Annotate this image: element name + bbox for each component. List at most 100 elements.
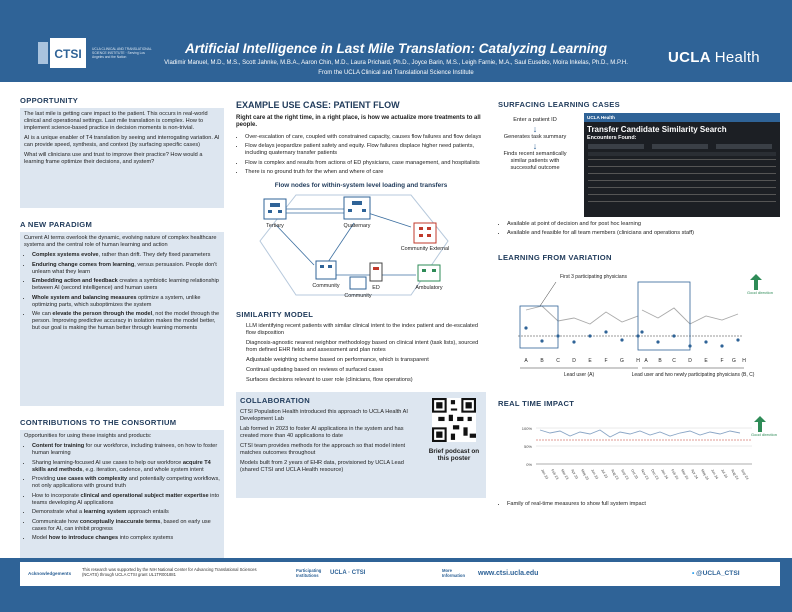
x-label: G bbox=[620, 358, 624, 364]
opportunity-p2: AI is a unique enabler of T4 translation… bbox=[24, 135, 220, 148]
logo-acronym: CTSI bbox=[54, 47, 81, 61]
ack-label: Acknowledgements bbox=[28, 571, 72, 576]
realtime-chart: 100% 50% 0% Good direction Jan 23 Feb 23… bbox=[522, 416, 777, 481]
contributions-intro: Opportunities for using these insights a… bbox=[24, 433, 152, 439]
month-label: Sep 23 bbox=[620, 469, 629, 481]
list-item: Surfaces decisions relevant to user role… bbox=[246, 376, 413, 383]
step-similar: Finds recent semantically similar patien… bbox=[503, 151, 567, 171]
month-label: Jul 24 bbox=[720, 469, 728, 479]
qr-caption: Brief podcast on this poster bbox=[428, 447, 480, 463]
opportunity-box: The last mile is getting care impact to … bbox=[20, 108, 224, 208]
screen-subtitle: Encounters Found: bbox=[587, 135, 637, 141]
x-label: D bbox=[572, 358, 576, 364]
ed-building-icon bbox=[369, 262, 383, 282]
list-item: Family of real-time measures to show ful… bbox=[507, 501, 780, 508]
variation-annotation: First 3 participating physicians bbox=[560, 274, 627, 280]
right-column: SURFACING LEARNING CASES Enter a patient… bbox=[498, 100, 780, 511]
node-ambulatory: Ambulatory bbox=[415, 285, 443, 291]
x-label: H bbox=[636, 358, 640, 364]
list-item: How to incorporate clinical and operatio… bbox=[32, 493, 220, 507]
flow-diagram: Tertiary Quaternary Community External C… bbox=[259, 194, 450, 299]
data-point bbox=[604, 330, 608, 334]
x-label: C bbox=[556, 358, 560, 364]
arrow-down-icon: ↓ bbox=[532, 141, 538, 151]
list-item: Whole system and balancing measures opti… bbox=[32, 295, 220, 309]
highlight-box bbox=[637, 281, 691, 351]
surfacing-heading: SURFACING LEARNING CASES bbox=[498, 100, 620, 109]
contributions-heading: CONTRIBUTIONS TO THE CONSORTIUM bbox=[20, 418, 177, 427]
list-item: Communicate how conceptually inaccurate … bbox=[32, 519, 220, 533]
month-label: Oct 23 bbox=[630, 469, 639, 480]
data-point bbox=[588, 334, 592, 338]
data-point bbox=[672, 334, 676, 338]
community-external-building-icon bbox=[413, 222, 437, 244]
x-label: D bbox=[688, 358, 692, 364]
similarity-search-screenshot: UCLA Health Transfer Candidate Similarit… bbox=[584, 113, 780, 217]
list-item: We can elevate the person through the mo… bbox=[32, 311, 220, 332]
good-direction-arrow-icon bbox=[754, 416, 766, 433]
paradigm-box: Current AI terms overlook the dynamic, e… bbox=[20, 232, 224, 406]
variation-chart: First 3 participating physicians Good di… bbox=[498, 266, 780, 387]
institutions-logos: UCLA · CTSI bbox=[330, 570, 366, 576]
left-column: OPPORTUNITY The last mile is getting car… bbox=[20, 96, 224, 578]
list-item: LLM identifying recent patients with sim… bbox=[246, 322, 478, 336]
month-label: Apr 23 bbox=[570, 469, 579, 480]
list-item: There is no ground truth for the when an… bbox=[245, 169, 486, 176]
patient-flow-lead: Right care at the right time, in a right… bbox=[236, 115, 481, 129]
quaternary-building-icon bbox=[343, 196, 371, 220]
month-label: Jun 24 bbox=[710, 469, 719, 480]
node-ed: ED bbox=[372, 285, 380, 291]
realtime-legend: Good direction bbox=[751, 432, 777, 437]
ack-text: This research was supported by the NIH N… bbox=[82, 567, 257, 578]
node-community-external: Community External bbox=[401, 246, 450, 252]
y-tick: 100% bbox=[522, 426, 533, 431]
ctsi-logo: CTSI bbox=[38, 38, 86, 68]
data-point bbox=[656, 340, 660, 344]
x-label: G bbox=[732, 358, 736, 364]
data-point bbox=[720, 344, 724, 348]
list-item: Content for training for our workforce, … bbox=[32, 443, 220, 457]
month-label: Mar 24 bbox=[680, 469, 689, 481]
month-label: Sep 24 bbox=[740, 469, 749, 481]
tertiary-building-icon bbox=[263, 198, 287, 220]
node-tertiary: Tertiary bbox=[266, 223, 284, 229]
list-item: Continual updating based on reviews of s… bbox=[246, 366, 384, 373]
paradigm-heading: A NEW PARADIGM bbox=[20, 220, 93, 229]
variation-legend: Good direction bbox=[747, 290, 773, 295]
month-label: Aug 23 bbox=[610, 469, 619, 481]
collaboration-heading: COLLABORATION bbox=[240, 395, 310, 405]
x-label: H bbox=[742, 358, 746, 364]
x-label: B bbox=[540, 358, 544, 364]
month-label: Jan 24 bbox=[660, 469, 669, 480]
list-item: Complex systems evolve, rather than drif… bbox=[32, 252, 220, 259]
realtime-heading: REAL TIME IMPACT bbox=[498, 399, 575, 409]
list-item: Enduring change comes from learning, ver… bbox=[32, 262, 220, 276]
x-label: B bbox=[658, 358, 662, 364]
list-item: Demonstrate what a learning system appro… bbox=[32, 509, 220, 516]
list-item: Over-escalation of care, coupled with co… bbox=[245, 134, 486, 141]
flow-diagram-title: Flow nodes for within-system level loadi… bbox=[274, 181, 448, 189]
logo-text: UCLA CLINICAL AND TRANSLATIONAL SCIENCE … bbox=[92, 47, 152, 60]
collaboration-box: COLLABORATION CTSI Population Health int… bbox=[236, 391, 486, 498]
list-item: Model how to introduce changes into comp… bbox=[32, 535, 220, 542]
contributions-box: Opportunities for using these insights a… bbox=[20, 430, 224, 578]
list-item: Flow is complex and results from actions… bbox=[245, 160, 486, 167]
month-label: Apr 24 bbox=[690, 469, 699, 480]
qr-code-icon[interactable] bbox=[432, 397, 476, 442]
opportunity-p3: What will clinicians use and trust to im… bbox=[24, 152, 203, 165]
data-point bbox=[736, 338, 740, 342]
list-item: Flow delays jeopardize patient safety an… bbox=[245, 143, 486, 157]
variation-heading: LEARNING FROM VARIATION bbox=[498, 253, 612, 263]
data-point bbox=[620, 338, 624, 342]
website-link[interactable]: www.ctsi.ucla.edu bbox=[478, 570, 539, 577]
step-summary: Generates task summary bbox=[503, 134, 567, 140]
screen-table bbox=[588, 144, 776, 202]
arrow-down-icon: ↓ bbox=[532, 124, 538, 134]
poster-header bbox=[0, 0, 792, 82]
community-building-icon bbox=[349, 276, 367, 290]
twitter-handle[interactable]: • @UCLA_CTSI bbox=[692, 570, 740, 577]
month-label: May 23 bbox=[580, 469, 589, 481]
node-community-2: Community bbox=[344, 293, 372, 299]
highlight-box bbox=[519, 305, 559, 349]
list-item: Available at point of decision and for p… bbox=[507, 221, 780, 228]
